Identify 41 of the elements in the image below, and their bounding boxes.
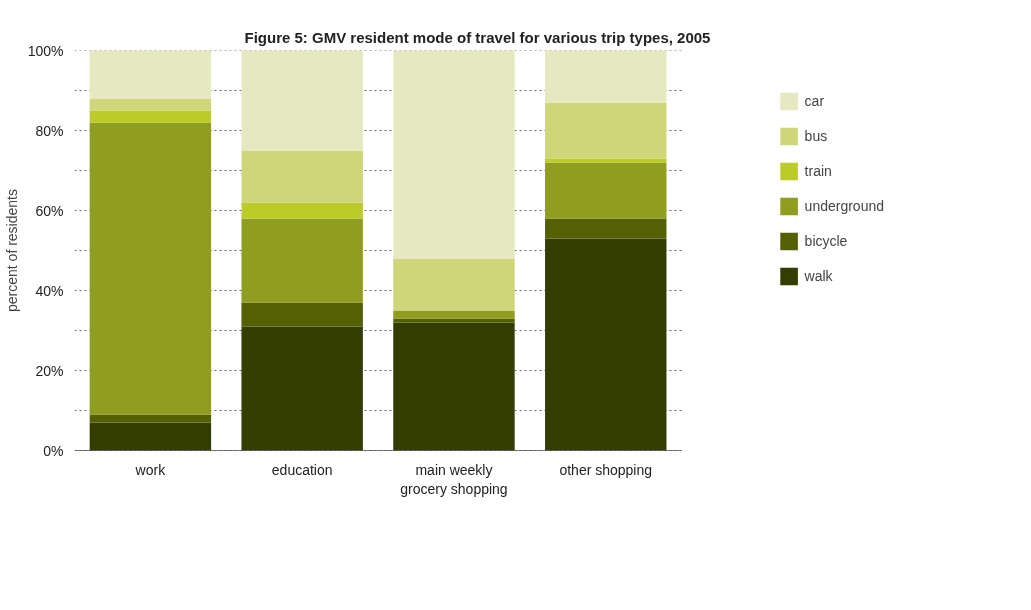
bar [393, 318, 515, 323]
legend-label: walk [804, 268, 833, 284]
legend-label: car [804, 93, 825, 109]
bar [241, 302, 363, 327]
bar [393, 50, 515, 259]
bar [393, 310, 515, 319]
legend-label: bicycle [804, 233, 848, 249]
y-tick-label: 20% [35, 362, 64, 379]
chart-title: Figure 5: GMV resident mode of travel for various trip types, 2005 [244, 28, 711, 46]
bar [241, 326, 363, 451]
bar [89, 122, 212, 415]
bar [89, 414, 212, 423]
x-tick-label: education [271, 461, 333, 478]
x-tick-label: work [134, 461, 167, 478]
bar [545, 158, 667, 163]
bar [89, 422, 212, 451]
y-tick-label: 0% [43, 442, 64, 459]
bar [241, 202, 363, 219]
legend-label: underground [804, 198, 884, 214]
bar [545, 162, 667, 219]
bar [393, 322, 515, 451]
bar [545, 238, 667, 451]
bar [545, 218, 667, 239]
y-tick-label: 60% [35, 202, 64, 219]
bar [241, 218, 363, 303]
bar [89, 98, 212, 111]
x-tick-label: other shopping [559, 461, 653, 478]
legend-label: bus [804, 128, 828, 144]
bar [241, 150, 363, 203]
y-tick-label: 100% [27, 42, 64, 59]
y-axis-title: percent of residents [3, 189, 20, 312]
bar [89, 110, 212, 123]
x-tick-label: main weekly grocery shopping [400, 461, 508, 497]
y-tick-label: 40% [35, 282, 64, 299]
legend-label: train [804, 163, 832, 179]
bar [241, 50, 363, 151]
bar [545, 102, 667, 159]
bar [545, 50, 667, 103]
bar [393, 258, 515, 311]
y-tick-label: 80% [35, 122, 64, 139]
bar [89, 50, 212, 99]
